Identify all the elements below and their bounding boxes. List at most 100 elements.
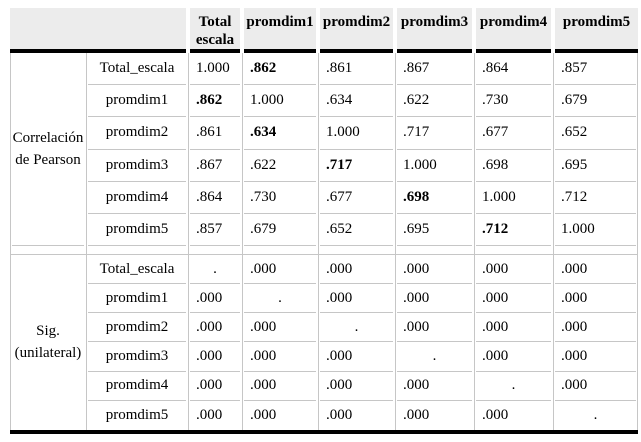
section-label-line: Correlación [12, 130, 84, 146]
value-cell: 1.000 [476, 182, 551, 214]
col-header-promdim5: promdim5 [555, 8, 638, 49]
value-cell: .695 [555, 150, 636, 182]
value-cell: .857 [190, 214, 240, 246]
grid-vline [188, 53, 189, 430]
value-cell: . [190, 255, 240, 285]
value-cell: .000 [482, 406, 509, 423]
value-cell: .000 [190, 284, 240, 314]
value-cell: .698 [476, 150, 551, 182]
value-cell: .695 [397, 214, 472, 246]
grid-vline [637, 53, 638, 430]
value-cell: 1.000 [320, 117, 393, 150]
value-cell: .000 [320, 342, 393, 372]
value-cell: .000 [397, 255, 472, 285]
value-cell: .000 [320, 284, 393, 314]
grid-vline [395, 53, 396, 430]
value-cell: .730 [244, 182, 316, 214]
value-cell: .000 [476, 284, 551, 314]
value-cell: .867 [397, 53, 472, 86]
correlation-table: Total escala promdim1 promdim2 promdim3 … [10, 8, 638, 434]
col-header-promdim1: promdim1 [244, 8, 316, 49]
row-label: promdim2 [88, 313, 186, 343]
section-label: Correlación de Pearson [12, 53, 84, 246]
col-header-promdim3: promdim3 [397, 8, 472, 49]
row-label: promdim3 [88, 342, 186, 372]
value-cell: .622 [397, 85, 472, 118]
section-label-line: (unilateral) [14, 345, 82, 362]
value-cell: .677 [476, 117, 551, 150]
col-header-line: Total [198, 14, 232, 30]
row-label: promdim5 [105, 406, 169, 423]
col-header-total-escala: Total escala [190, 8, 240, 49]
table-body: Correlación de Pearson Total_escala 1.000… [10, 53, 638, 434]
header-heavy-rule [10, 49, 638, 53]
value-cell: .717 [320, 150, 393, 182]
value-cell: .000 [244, 255, 316, 285]
value-cell: .730 [476, 85, 551, 118]
value-cell: .000 [190, 372, 240, 401]
section-pearson-correlation: Correlación de Pearson Total_escala 1.000… [10, 53, 638, 246]
value-cell: .000 [326, 406, 353, 423]
value-cell: .000 [476, 342, 551, 372]
grid-vline [553, 53, 554, 430]
value-cell: .862 [190, 85, 240, 118]
row-label: promdim4 [88, 182, 186, 214]
row-label: Total_escala [88, 255, 186, 285]
value-cell: .000 [196, 406, 223, 423]
value-cell: .679 [244, 214, 316, 246]
value-cell: . [476, 372, 551, 401]
value-cell: .000 [397, 284, 472, 314]
value-cell: .000 [476, 255, 551, 285]
value-cell: . [320, 313, 393, 343]
grid-vline [318, 53, 319, 430]
corner-cell [10, 8, 186, 49]
section-label: Sig. (unilateral) [12, 255, 84, 430]
grid-vline [10, 53, 11, 430]
value-cell: .857 [555, 53, 636, 86]
value-cell: .634 [244, 117, 316, 150]
row-label: promdim2 [88, 117, 186, 150]
value-cell: . [244, 284, 316, 314]
value-cell: .677 [320, 182, 393, 214]
section-sig-unilateral: Sig. (unilateral) Total_escala. .000.000.… [10, 255, 638, 430]
section-label-line: de Pearson [15, 152, 81, 168]
value-cell: . [397, 342, 472, 372]
row-label: Total_escala [88, 53, 186, 86]
value-cell: .000 [244, 342, 316, 372]
grid-vline [242, 53, 243, 430]
value-cell: .000 [555, 313, 636, 343]
row-label: promdim4 [88, 372, 186, 401]
section-divider [10, 246, 638, 255]
value-cell: .000 [555, 372, 636, 401]
value-cell: .000 [244, 372, 316, 401]
col-header-promdim4: promdim4 [476, 8, 551, 49]
value-cell: .000 [320, 255, 393, 285]
value-cell: .000 [397, 313, 472, 343]
value-cell: .862 [244, 53, 316, 86]
grid-vline [86, 53, 87, 430]
row-label: promdim1 [88, 284, 186, 314]
value-cell: 1.000 [397, 150, 472, 182]
value-cell: 1.000 [555, 214, 636, 246]
value-cell: .652 [320, 214, 393, 246]
value-cell: 1.000 [190, 53, 240, 86]
value-cell: .634 [320, 85, 393, 118]
value-cell: .000 [250, 406, 277, 423]
value-cell: 1.000 [244, 85, 316, 118]
value-cell: .867 [190, 150, 240, 182]
value-cell: .000 [476, 313, 551, 343]
grid-vline [474, 53, 475, 430]
value-cell: .717 [397, 117, 472, 150]
value-cell: . [593, 406, 598, 423]
value-cell: .000 [397, 372, 472, 401]
value-cell: .000 [244, 313, 316, 343]
value-cell: .000 [403, 406, 430, 423]
value-cell: .712 [476, 214, 551, 246]
value-cell: .000 [555, 342, 636, 372]
value-cell: .864 [476, 53, 551, 86]
row-label: promdim5 [88, 214, 186, 246]
value-cell: .000 [555, 255, 636, 285]
value-cell: .000 [190, 342, 240, 372]
bottom-heavy-rule [10, 430, 638, 434]
value-cell: .652 [555, 117, 636, 150]
